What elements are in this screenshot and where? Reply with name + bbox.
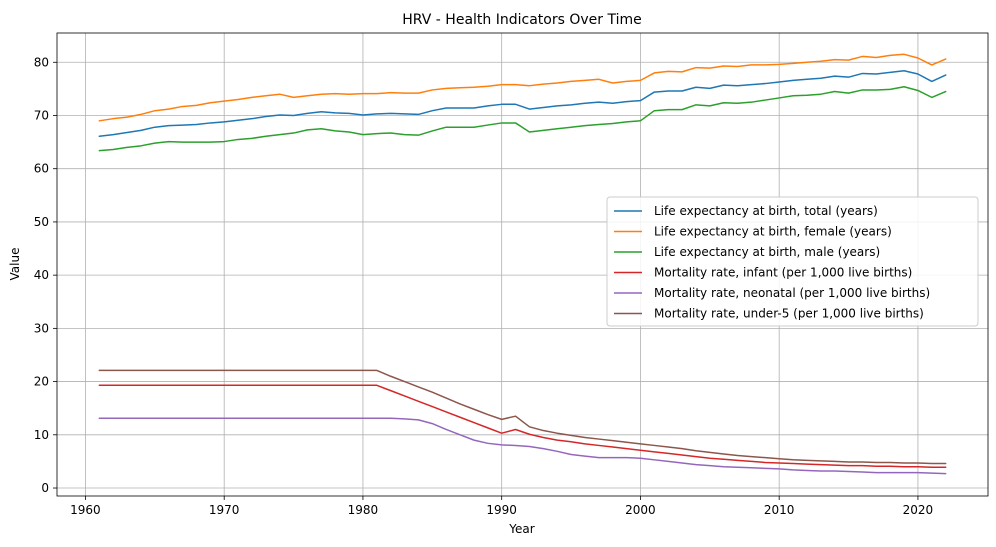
y-axis-label: Value <box>8 248 22 281</box>
y-tick-label: 20 <box>34 375 49 389</box>
series-line-1 <box>98 53 947 122</box>
x-tick-label: 1960 <box>70 503 101 517</box>
x-tick-label: 2010 <box>764 503 795 517</box>
legend-label-4: Mortality rate, neonatal (per 1,000 live… <box>654 286 930 300</box>
grid <box>57 33 988 496</box>
x-axis: 1960 1970 1980 1990 2000 2010 2020 <box>70 496 933 517</box>
y-tick-label: 50 <box>34 215 49 229</box>
x-tick-label: 2000 <box>625 503 656 517</box>
y-axis: 0 10 20 30 40 50 60 70 80 <box>34 55 57 495</box>
x-tick-label: 1980 <box>348 503 379 517</box>
series-line-5 <box>98 369 947 465</box>
y-tick-label: 80 <box>34 55 49 69</box>
series-line-0 <box>98 70 947 137</box>
series-lines <box>98 53 947 475</box>
legend-label-1: Life expectancy at birth, female (years) <box>654 225 892 239</box>
y-tick-label: 0 <box>41 481 49 495</box>
y-tick-label: 10 <box>34 428 49 442</box>
legend-label-5: Mortality rate, under-5 (per 1,000 live … <box>654 307 924 321</box>
x-tick-label: 1990 <box>486 503 517 517</box>
chart-title: HRV - Health Indicators Over Time <box>402 12 641 28</box>
legend-box <box>606 196 979 327</box>
x-axis-label: Year <box>508 522 534 536</box>
y-tick-label: 70 <box>34 108 49 122</box>
legend-label-3: Mortality rate, infant (per 1,000 live b… <box>654 266 912 280</box>
series-line-2 <box>98 86 947 152</box>
x-tick-label: 1970 <box>209 503 240 517</box>
y-tick-label: 60 <box>34 162 49 176</box>
plot-frame <box>56 32 989 497</box>
legend-label-2: Life expectancy at birth, male (years) <box>654 245 880 259</box>
y-tick-label: 40 <box>34 268 49 282</box>
series-line-3 <box>98 384 947 469</box>
legend: Life expectancy at birth, total (years) L… <box>606 196 979 327</box>
series-line-4 <box>98 417 947 475</box>
legend-label-0: Life expectancy at birth, total (years) <box>654 204 878 218</box>
y-tick-label: 30 <box>34 321 49 335</box>
x-tick-label: 2020 <box>903 503 934 517</box>
